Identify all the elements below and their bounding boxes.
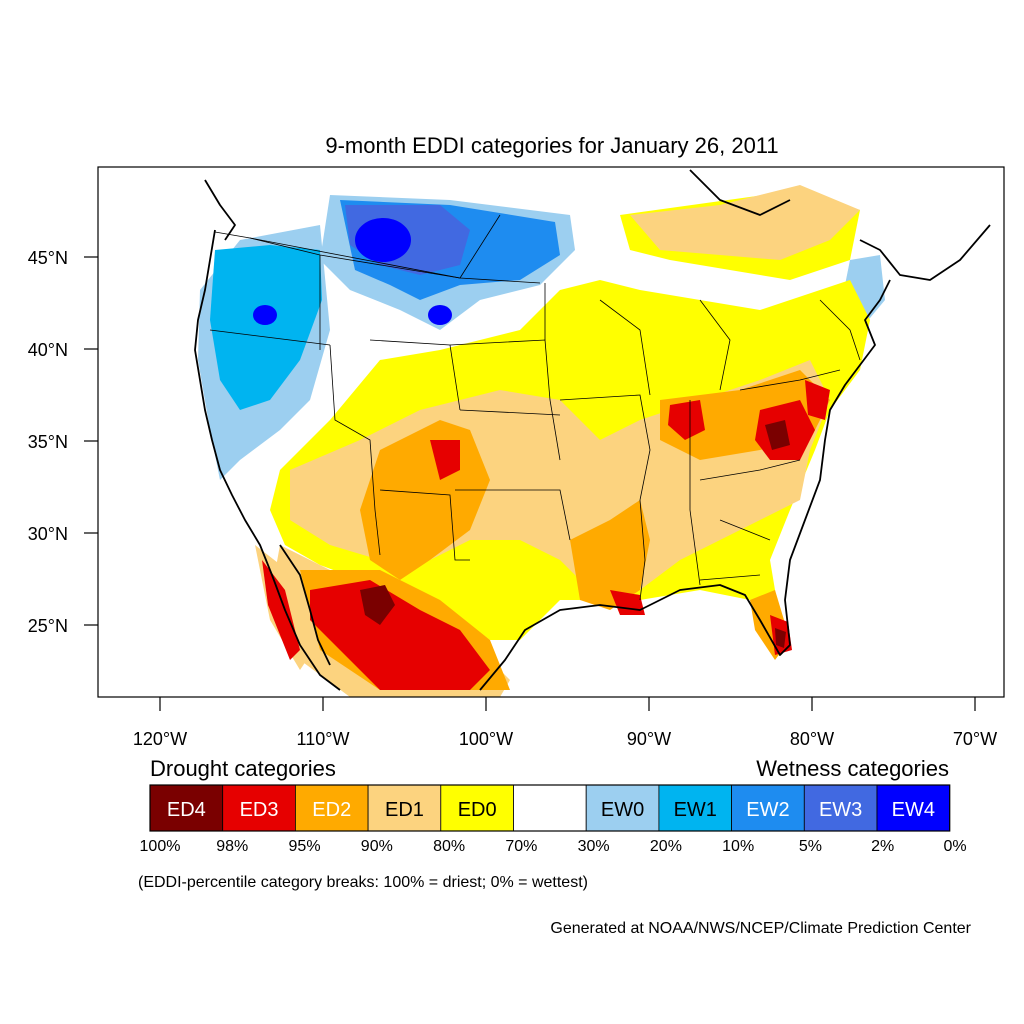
lon-tick-label: 120°W bbox=[133, 729, 187, 749]
coastline-canada bbox=[689, 169, 791, 216]
legend-break-label: 70% bbox=[505, 838, 537, 855]
field-ed4-florida bbox=[775, 628, 786, 648]
lat-tick-label: 45°N bbox=[28, 248, 68, 268]
coastline-west bbox=[194, 229, 341, 691]
coastlines bbox=[194, 169, 991, 691]
map-title: 9-month EDDI categories for January 26, … bbox=[325, 133, 778, 158]
legend-swatch bbox=[658, 784, 733, 832]
eddi-fields bbox=[194, 169, 991, 697]
border-or-ca bbox=[209, 329, 331, 346]
legend-break-label: 0% bbox=[943, 838, 966, 855]
field-ed4-virginia bbox=[765, 420, 790, 450]
legend-swatch bbox=[440, 784, 514, 832]
field-ed4-mexico bbox=[360, 585, 395, 625]
field-ew1-northwest bbox=[210, 245, 322, 410]
field-ed3-ohio bbox=[668, 400, 705, 440]
legend-swatch bbox=[731, 784, 805, 832]
border-tn-nc bbox=[699, 459, 801, 481]
lat-tick-label: 35°N bbox=[28, 432, 68, 452]
border-nv-az bbox=[329, 344, 381, 556]
border-ga-sc bbox=[719, 519, 771, 541]
legend-category-label: EW1 bbox=[674, 799, 717, 821]
border-al bbox=[689, 400, 701, 586]
legend: Drought categories Wetness categories ED… bbox=[138, 756, 967, 891]
lon-tick-label: 100°W bbox=[459, 729, 513, 749]
legend-swatch bbox=[513, 784, 587, 832]
legend-category-label: EW0 bbox=[601, 799, 644, 821]
legend-category-label: ED0 bbox=[458, 799, 497, 821]
credit-line: Generated at NOAA/NWS/NCEP/Climate Predi… bbox=[550, 920, 971, 937]
border-wi-il bbox=[599, 299, 651, 396]
border-ne-ks bbox=[449, 339, 561, 461]
border-nm-tx bbox=[379, 489, 470, 561]
field-ed3-midatlantic bbox=[805, 380, 830, 420]
legend-category-label: ED1 bbox=[385, 799, 424, 821]
legend-category-label: EW3 bbox=[819, 799, 862, 821]
coastline-vancouver bbox=[204, 179, 236, 241]
legend-swatch bbox=[585, 784, 660, 832]
legend-category-label: EW4 bbox=[892, 799, 935, 821]
lon-tick-label: 80°W bbox=[790, 729, 834, 749]
legend-note: (EDDI-percentile category breaks: 100% =… bbox=[138, 874, 588, 891]
legend-break-label: 100% bbox=[140, 838, 181, 855]
legend-break-label: 98% bbox=[216, 838, 248, 855]
map-panel bbox=[97, 166, 1005, 698]
legend-break-label: 80% bbox=[433, 838, 465, 855]
field-ed3-westtexas bbox=[430, 440, 460, 480]
field-ed2-texas-east bbox=[570, 500, 650, 610]
coastline-baja bbox=[279, 544, 331, 666]
field-ed3-mexico bbox=[310, 580, 490, 690]
legend-swatch bbox=[803, 784, 878, 832]
lon-tick-label: 70°W bbox=[953, 729, 997, 749]
map-frame bbox=[97, 166, 1005, 698]
field-ed3-baja bbox=[262, 560, 300, 660]
legend-breaks: 100% 98% 95% 90% 80% 70% 30% 20% 10% 5% 2% 0% bbox=[140, 838, 967, 855]
coastline-gulf bbox=[479, 279, 891, 691]
legend-category-label: EW2 bbox=[746, 799, 789, 821]
border-mo-il bbox=[559, 394, 651, 501]
legend-category-label: ED2 bbox=[312, 799, 351, 821]
field-ew4-montana bbox=[355, 218, 411, 262]
field-ew4-dakota bbox=[428, 305, 452, 325]
legend-break-label: 90% bbox=[361, 838, 393, 855]
coastline-northeast bbox=[859, 224, 991, 281]
lat-tick-label: 40°N bbox=[28, 340, 68, 360]
legend-drought-title: Drought categories bbox=[150, 756, 336, 781]
field-ed1-canada bbox=[630, 185, 860, 260]
lon-tick-label: 110°W bbox=[297, 729, 350, 749]
border-ny-pa bbox=[819, 299, 861, 361]
lat-tick-label: 25°N bbox=[28, 616, 68, 636]
legend-colorbar: ED4 ED3 ED2 ED1 ED0 EW0 EW1 EW2 EW3 EW4 bbox=[149, 784, 951, 832]
border-fl bbox=[699, 574, 761, 581]
lat-tick-label: 30°N bbox=[28, 524, 68, 544]
state-boundaries bbox=[209, 214, 861, 601]
border-mi-in bbox=[699, 299, 731, 391]
border-ms bbox=[639, 499, 646, 601]
legend-category-label: ED4 bbox=[167, 799, 206, 821]
latitude-axis: 45°N 40°N 35°N 30°N 25°N bbox=[28, 248, 98, 636]
legend-swatch bbox=[222, 784, 296, 832]
legend-colorbar-frame bbox=[149, 784, 951, 832]
legend-swatch bbox=[876, 784, 951, 832]
legend-wetness-title: Wetness categories bbox=[756, 756, 949, 781]
legend-break-label: 5% bbox=[799, 838, 822, 855]
lon-tick-label: 90°W bbox=[627, 729, 671, 749]
longitude-axis: 120°W 110°W 100°W 90°W 80°W 70°W bbox=[133, 697, 997, 749]
legend-break-label: 95% bbox=[289, 838, 321, 855]
legend-category-label: ED3 bbox=[240, 799, 279, 821]
border-oh-pa bbox=[739, 369, 841, 391]
border-ks-ok bbox=[459, 409, 561, 416]
legend-break-label: 2% bbox=[871, 838, 894, 855]
legend-break-label: 30% bbox=[578, 838, 610, 855]
field-ew4-oregon bbox=[253, 305, 277, 325]
border-ok-tx bbox=[455, 489, 571, 541]
border-north bbox=[249, 214, 501, 279]
legend-break-label: 20% bbox=[650, 838, 682, 855]
legend-break-label: 10% bbox=[722, 838, 754, 855]
